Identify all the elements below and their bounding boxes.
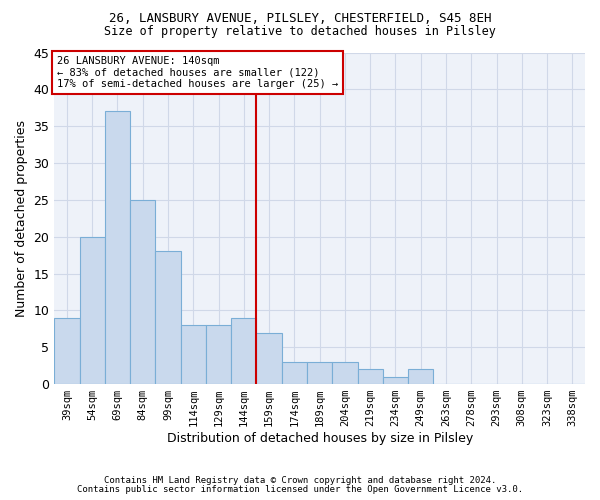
Bar <box>256 332 282 384</box>
Y-axis label: Number of detached properties: Number of detached properties <box>15 120 28 317</box>
Bar <box>181 325 206 384</box>
Bar <box>105 112 130 384</box>
Bar <box>383 376 408 384</box>
Bar <box>130 200 155 384</box>
Bar <box>206 325 231 384</box>
Bar <box>54 318 80 384</box>
Text: Contains public sector information licensed under the Open Government Licence v3: Contains public sector information licen… <box>77 485 523 494</box>
Bar <box>358 370 383 384</box>
Bar <box>155 252 181 384</box>
Text: Size of property relative to detached houses in Pilsley: Size of property relative to detached ho… <box>104 25 496 38</box>
Bar <box>408 370 433 384</box>
Bar <box>282 362 307 384</box>
Bar <box>231 318 256 384</box>
X-axis label: Distribution of detached houses by size in Pilsley: Distribution of detached houses by size … <box>167 432 473 445</box>
Text: 26 LANSBURY AVENUE: 140sqm
← 83% of detached houses are smaller (122)
17% of sem: 26 LANSBURY AVENUE: 140sqm ← 83% of deta… <box>57 56 338 89</box>
Bar <box>80 236 105 384</box>
Bar <box>332 362 358 384</box>
Text: 26, LANSBURY AVENUE, PILSLEY, CHESTERFIELD, S45 8EH: 26, LANSBURY AVENUE, PILSLEY, CHESTERFIE… <box>109 12 491 26</box>
Text: Contains HM Land Registry data © Crown copyright and database right 2024.: Contains HM Land Registry data © Crown c… <box>104 476 496 485</box>
Bar <box>307 362 332 384</box>
